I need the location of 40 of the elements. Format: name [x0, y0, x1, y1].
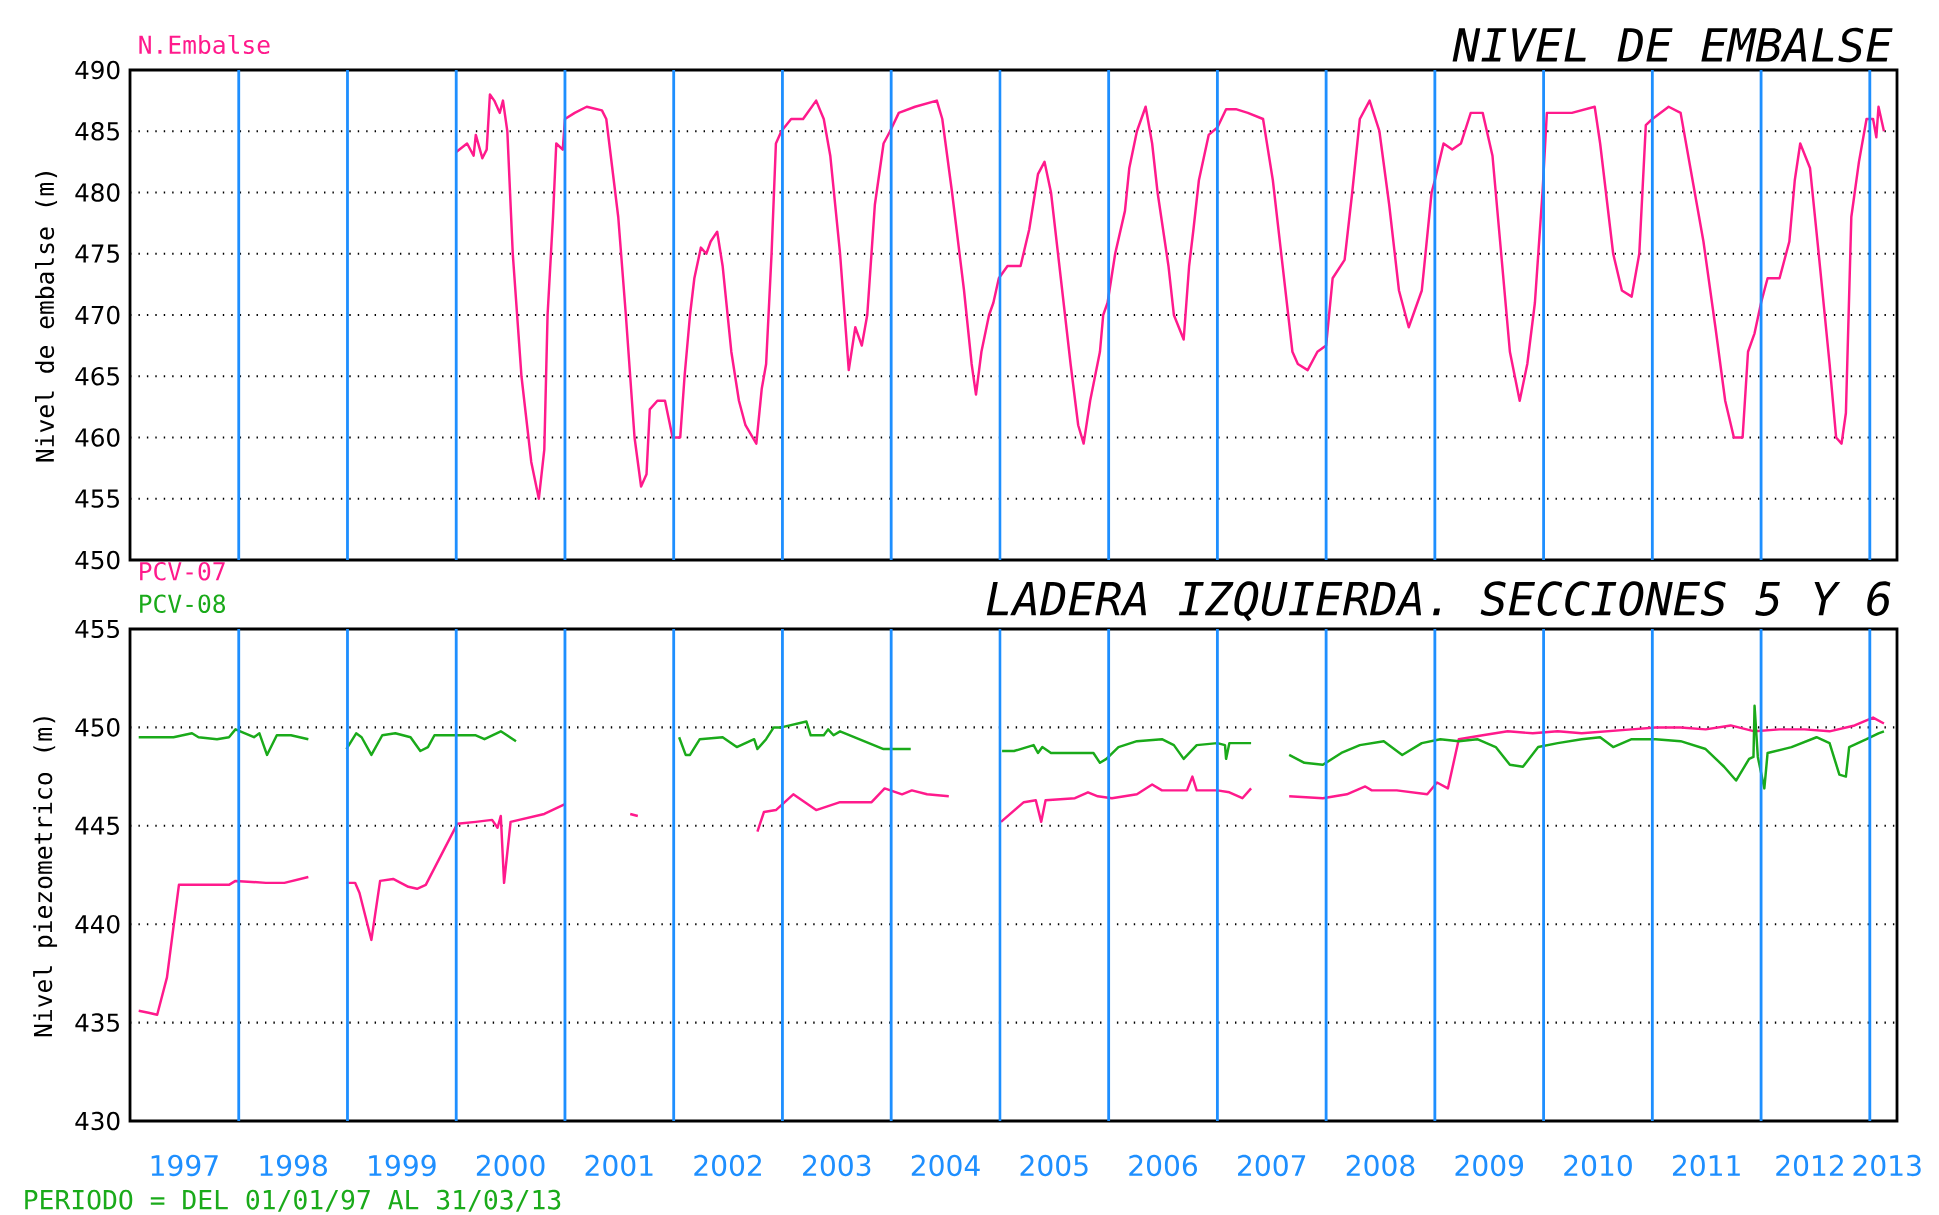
y-tick-label: 460 — [75, 428, 120, 447]
y-tick-label: 465 — [75, 366, 119, 386]
y-tick-label: 470 — [75, 305, 120, 325]
chart-title: NIVEL DE EMBALSE — [1452, 27, 1893, 63]
x-tick-label: 1999 — [369, 1154, 436, 1177]
text: N.Embalse — [139, 34, 270, 55]
y-tick-label: 455 — [75, 489, 119, 508]
x-tick-label: 2006 — [1129, 1154, 1197, 1177]
y-axis-title: Nivel piezometrico (m) — [33, 717, 58, 1037]
x-tick-label: 2011 — [1672, 1154, 1740, 1177]
y-tick-label: 490 — [75, 60, 120, 80]
x-tick-label: 2002 — [694, 1154, 761, 1177]
x-tick-label: 2003 — [803, 1154, 871, 1177]
x-tick-label: 2004 — [911, 1154, 980, 1177]
y-tick-label: 475 — [75, 244, 119, 263]
y-tick-label: 430 — [75, 1111, 120, 1131]
x-tick-label: 2007 — [1238, 1154, 1306, 1177]
y-tick-label: 455 — [75, 619, 119, 639]
x-tick-label: 2000 — [476, 1154, 545, 1177]
y-tick-label: 435 — [75, 1013, 119, 1032]
text: PCV-07 — [140, 561, 225, 581]
x-tick-label: 1998 — [260, 1154, 327, 1177]
y-axis-title: Nivel de embalse (m) — [35, 172, 58, 462]
y-tick-label: 450 — [75, 718, 120, 737]
x-tick-label: 1997 — [151, 1154, 218, 1177]
x-tick-label: 2010 — [1564, 1154, 1632, 1177]
x-tick-label: 2008 — [1346, 1154, 1415, 1177]
y-tick-label: 485 — [75, 121, 119, 141]
chart-title: LADERA IZQUIERDA. SECCIONES 5 Y 6 — [986, 581, 1891, 622]
x-tick-label: 2013 — [1853, 1154, 1921, 1177]
x-tick-label: 2009 — [1455, 1154, 1524, 1177]
y-tick-label: 480 — [75, 183, 120, 202]
x-tick-label: 2012 — [1776, 1154, 1843, 1177]
text: PERIODO = DEL 01/01/97 AL 31/03/13 — [25, 1189, 561, 1212]
x-tick-label: 2005 — [1020, 1154, 1088, 1177]
y-tick-label: 440 — [75, 914, 120, 934]
text: PCV-08 — [140, 594, 226, 613]
y-tick-label: 450 — [75, 550, 120, 570]
x-tick-label: 2001 — [585, 1154, 653, 1177]
y-tick-label: 445 — [75, 816, 119, 835]
